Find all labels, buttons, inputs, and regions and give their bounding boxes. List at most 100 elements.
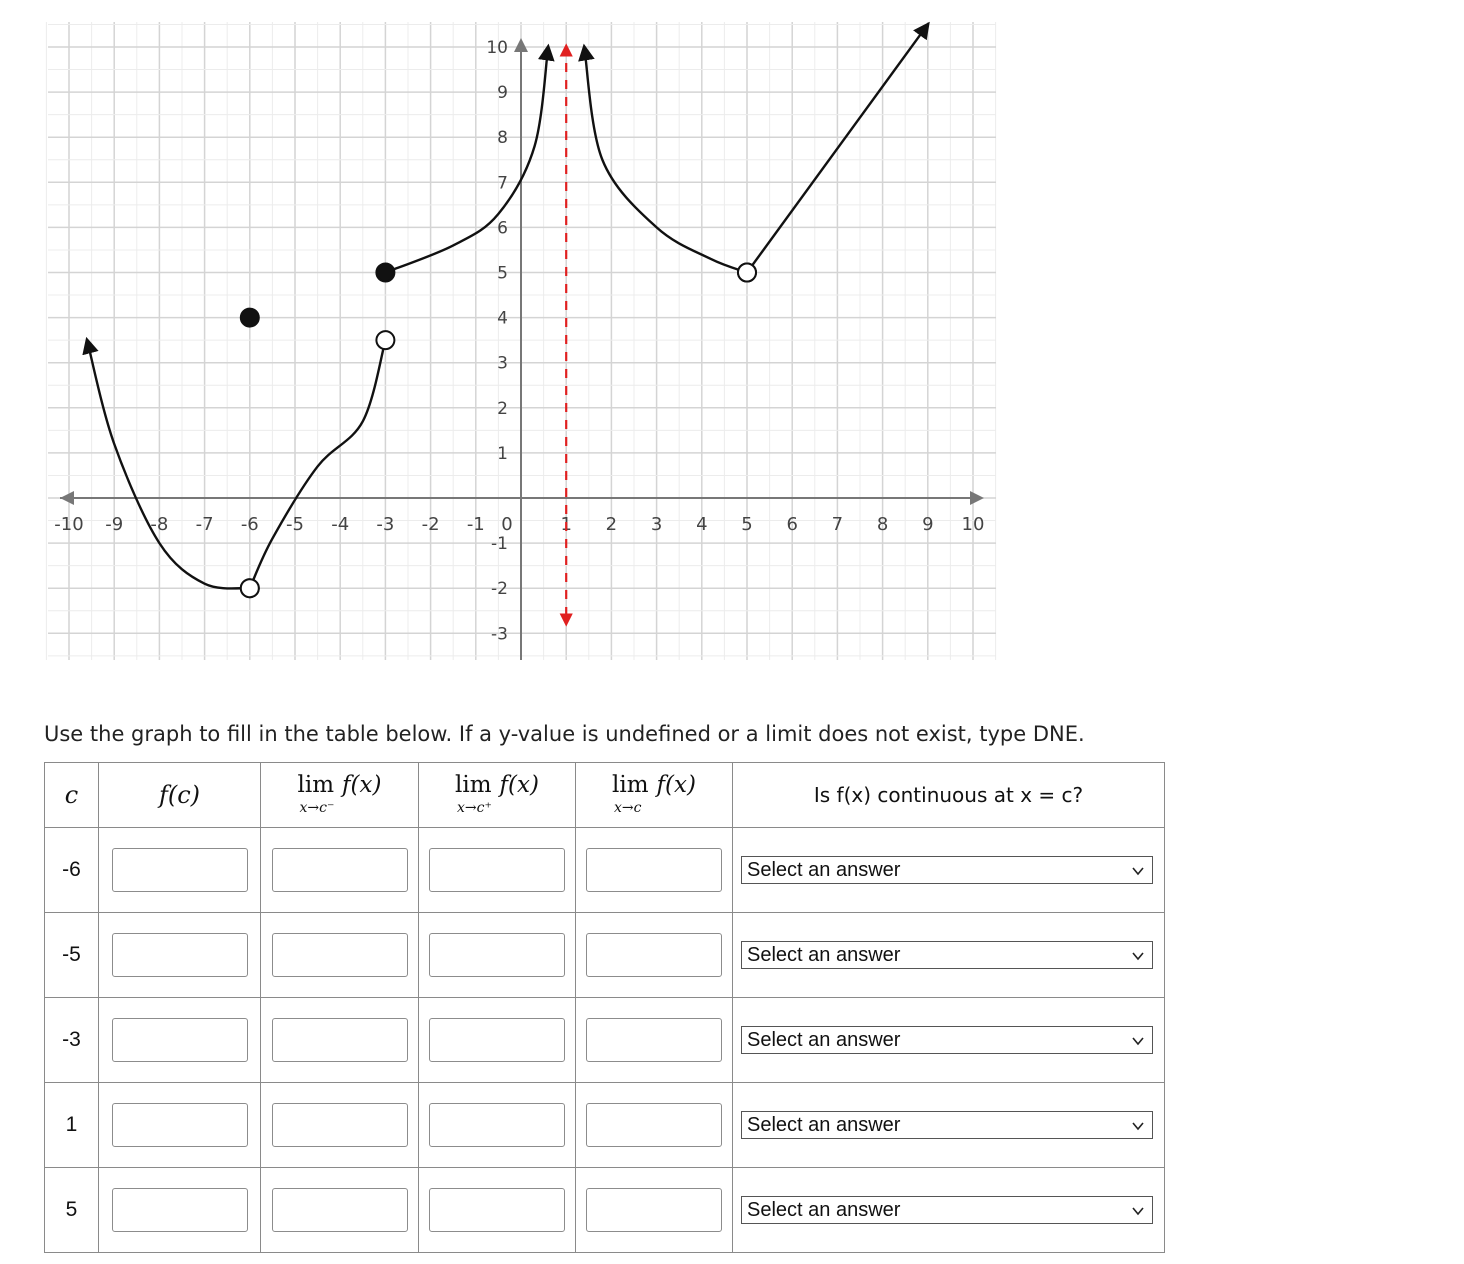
x-tick-label: 2: [606, 514, 617, 535]
open-point: [375, 330, 396, 351]
continuity-select[interactable]: Select an answer: [741, 856, 1153, 884]
chevron-down-icon: [1132, 1037, 1144, 1046]
y-tick-label: 7: [497, 173, 508, 193]
c-value: -6: [62, 858, 81, 881]
y-axis-top-arrow: [514, 38, 528, 52]
input-cell: [575, 1082, 733, 1168]
continuity-cell: Select an answer: [732, 1167, 1165, 1253]
continuity-select[interactable]: Select an answer: [741, 941, 1153, 969]
input-cell: [260, 1167, 419, 1253]
input-cell: [575, 1167, 733, 1253]
table-row: -6 Select an answer: [44, 827, 1165, 913]
input-cell: [418, 1082, 576, 1168]
left-limit-input[interactable]: [271, 933, 408, 977]
right-limit-input[interactable]: [429, 933, 565, 977]
isolated-point: [239, 307, 260, 328]
continuity-select[interactable]: Select an answer: [741, 1196, 1153, 1224]
y-tick-label: -1: [491, 534, 508, 554]
continuity-select-label: Select an answer: [747, 859, 901, 881]
function-curve: [82, 336, 250, 590]
left-limit-input[interactable]: [271, 1103, 408, 1147]
y-tick-label: -2: [491, 579, 508, 599]
input-cell: [418, 997, 576, 1083]
limit-input[interactable]: [586, 1103, 722, 1147]
header-lim: lim f(x) x→c: [575, 762, 733, 828]
fc-input[interactable]: [111, 848, 248, 892]
input-cell: [98, 1167, 261, 1253]
c-value: 1: [65, 1113, 78, 1136]
x-tick-label: -9: [105, 514, 123, 535]
table-row: -3 Select an answer: [44, 997, 1165, 1083]
header-c: c: [44, 762, 99, 828]
continuity-select-label: Select an answer: [747, 1199, 901, 1221]
limit-input[interactable]: [586, 1018, 722, 1062]
open-point: [737, 262, 757, 283]
left-limit-input[interactable]: [271, 848, 408, 892]
x-tick-label: 10: [962, 514, 985, 535]
x-tick-label: 9: [922, 514, 933, 535]
x-tick-label: -7: [196, 514, 214, 535]
c-value-cell: 5: [44, 1167, 99, 1253]
y-tick-label: 3: [497, 354, 508, 374]
function-curve: [248, 339, 387, 589]
fc-input[interactable]: [111, 1188, 248, 1232]
continuity-cell: Select an answer: [732, 1082, 1165, 1168]
y-tick-label: 6: [497, 218, 508, 238]
y-tick-label: 9: [497, 83, 508, 103]
x-tick-label: -6: [241, 514, 259, 535]
c-value-cell: 1: [44, 1082, 99, 1168]
input-cell: [260, 912, 419, 998]
closed-point: [375, 262, 396, 283]
input-cell: [98, 997, 261, 1083]
header-fc: f(c): [98, 762, 261, 828]
answer-table: c f(c) lim f(x) x→c⁻ lim f(x) x→c⁺ lim f(x)…: [44, 762, 1165, 1253]
input-cell: [260, 997, 419, 1083]
x-axis-left-arrow: [60, 491, 74, 505]
chevron-down-icon: [1132, 867, 1144, 876]
left-limit-input[interactable]: [271, 1188, 408, 1232]
function-curve: [578, 43, 748, 274]
table-header-row: c f(c) lim f(x) x→c⁻ lim f(x) x→c⁺ lim f(x)…: [44, 762, 1165, 828]
x-tick-label: -4: [331, 514, 349, 535]
right-limit-input[interactable]: [429, 848, 565, 892]
y-tick-label: 5: [497, 264, 508, 284]
function-curve: [746, 21, 930, 274]
continuity-cell: Select an answer: [732, 912, 1165, 998]
x-tick-label: -5: [286, 514, 304, 535]
left-limit-input[interactable]: [271, 1018, 408, 1062]
y-tick-label: 1: [497, 444, 508, 464]
x-tick-label: -3: [376, 514, 394, 535]
limit-input[interactable]: [586, 933, 722, 977]
header-lim-right: lim f(x) x→c⁺: [418, 762, 576, 828]
limit-input[interactable]: [586, 1188, 722, 1232]
chevron-down-icon: [1132, 952, 1144, 961]
right-limit-input[interactable]: [429, 1018, 565, 1062]
input-cell: [98, 1082, 261, 1168]
x-tick-label: 3: [651, 514, 662, 535]
limit-input[interactable]: [586, 848, 722, 892]
chevron-down-icon: [1132, 1207, 1144, 1216]
fc-input[interactable]: [111, 933, 248, 977]
continuity-select-label: Select an answer: [747, 1029, 901, 1051]
continuity-select-label: Select an answer: [747, 944, 901, 966]
y-tick-label: 10: [486, 38, 508, 58]
table-row: 1 Select an answer: [44, 1082, 1165, 1168]
fc-input[interactable]: [111, 1018, 248, 1062]
x-tick-label: -1: [467, 514, 485, 535]
instructions: Use the graph to fill in the table below…: [44, 722, 1085, 746]
x-tick-label: 6: [786, 514, 797, 535]
c-value: 5: [65, 1198, 78, 1221]
right-limit-input[interactable]: [429, 1188, 565, 1232]
continuity-select[interactable]: Select an answer: [741, 1026, 1153, 1054]
function-graph: -10-9-8-7-6-5-4-3-2-10123456789101098765…: [45, 21, 997, 660]
x-tick-label: 0: [501, 514, 512, 535]
chevron-down-icon: [1132, 1122, 1144, 1131]
continuity-cell: Select an answer: [732, 997, 1165, 1083]
input-cell: [575, 827, 733, 913]
x-axis-right-arrow: [970, 491, 984, 505]
continuity-select[interactable]: Select an answer: [741, 1111, 1153, 1139]
x-tick-label: 7: [832, 514, 843, 535]
fc-input[interactable]: [111, 1103, 248, 1147]
right-limit-input[interactable]: [429, 1103, 565, 1147]
open-point: [239, 578, 260, 599]
